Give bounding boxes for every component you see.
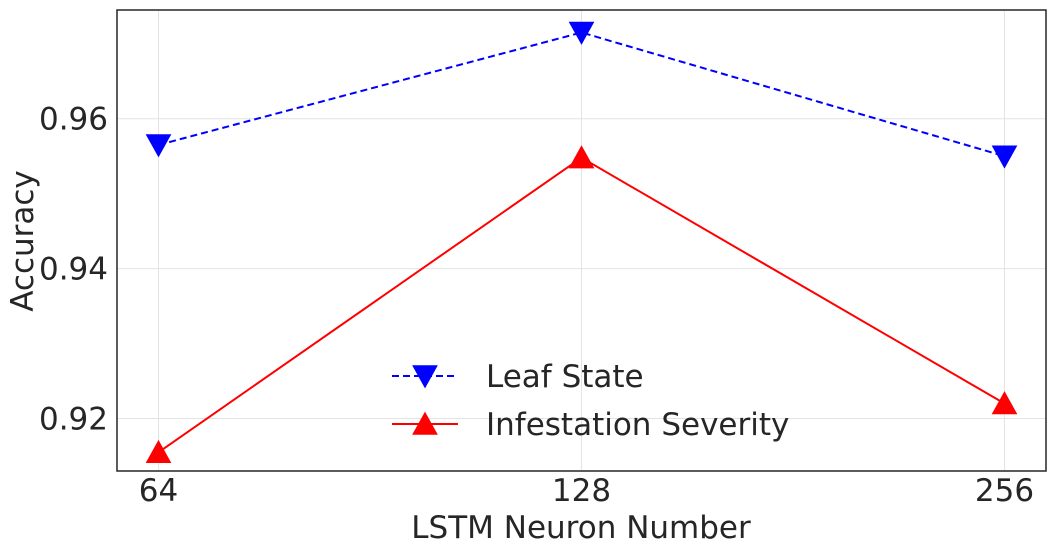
data-point-marker: [145, 134, 172, 158]
legend-marker: [412, 411, 438, 435]
x-tick-label: 64: [139, 473, 178, 509]
data-point-marker: [568, 21, 595, 45]
plot-frame: [116, 9, 1047, 472]
series-2: [145, 145, 1018, 463]
legend-marker: [412, 365, 438, 389]
data-point-marker: [991, 391, 1018, 415]
data-point-marker: [991, 145, 1018, 169]
x-axis-title: LSTM Neuron Number: [411, 510, 751, 546]
data-point-marker: [145, 439, 172, 463]
y-tick-label: 0.96: [39, 102, 108, 138]
x-axis-ticks: 64 128 256: [139, 473, 1034, 509]
series-line: [158, 31, 1005, 158]
data-point-marker: [568, 145, 595, 169]
y-axis-title: Accuracy: [5, 170, 41, 312]
legend: Leaf State Infestation Severity: [392, 359, 789, 443]
x-tick-label: 128: [552, 473, 611, 509]
legend-label: Infestation Severity: [486, 407, 789, 443]
legend-label: Leaf State: [486, 359, 644, 395]
y-tick-label: 0.92: [39, 402, 108, 438]
grid: [117, 10, 1046, 471]
legend-entry: Leaf State: [392, 359, 644, 395]
legend-entry: Infestation Severity: [392, 407, 789, 443]
y-axis-ticks: 0.92 0.94 0.96: [39, 102, 108, 438]
series-1: [145, 21, 1018, 169]
x-tick-label: 256: [975, 473, 1034, 509]
y-tick-label: 0.94: [39, 252, 108, 288]
series-layer: [145, 21, 1018, 463]
